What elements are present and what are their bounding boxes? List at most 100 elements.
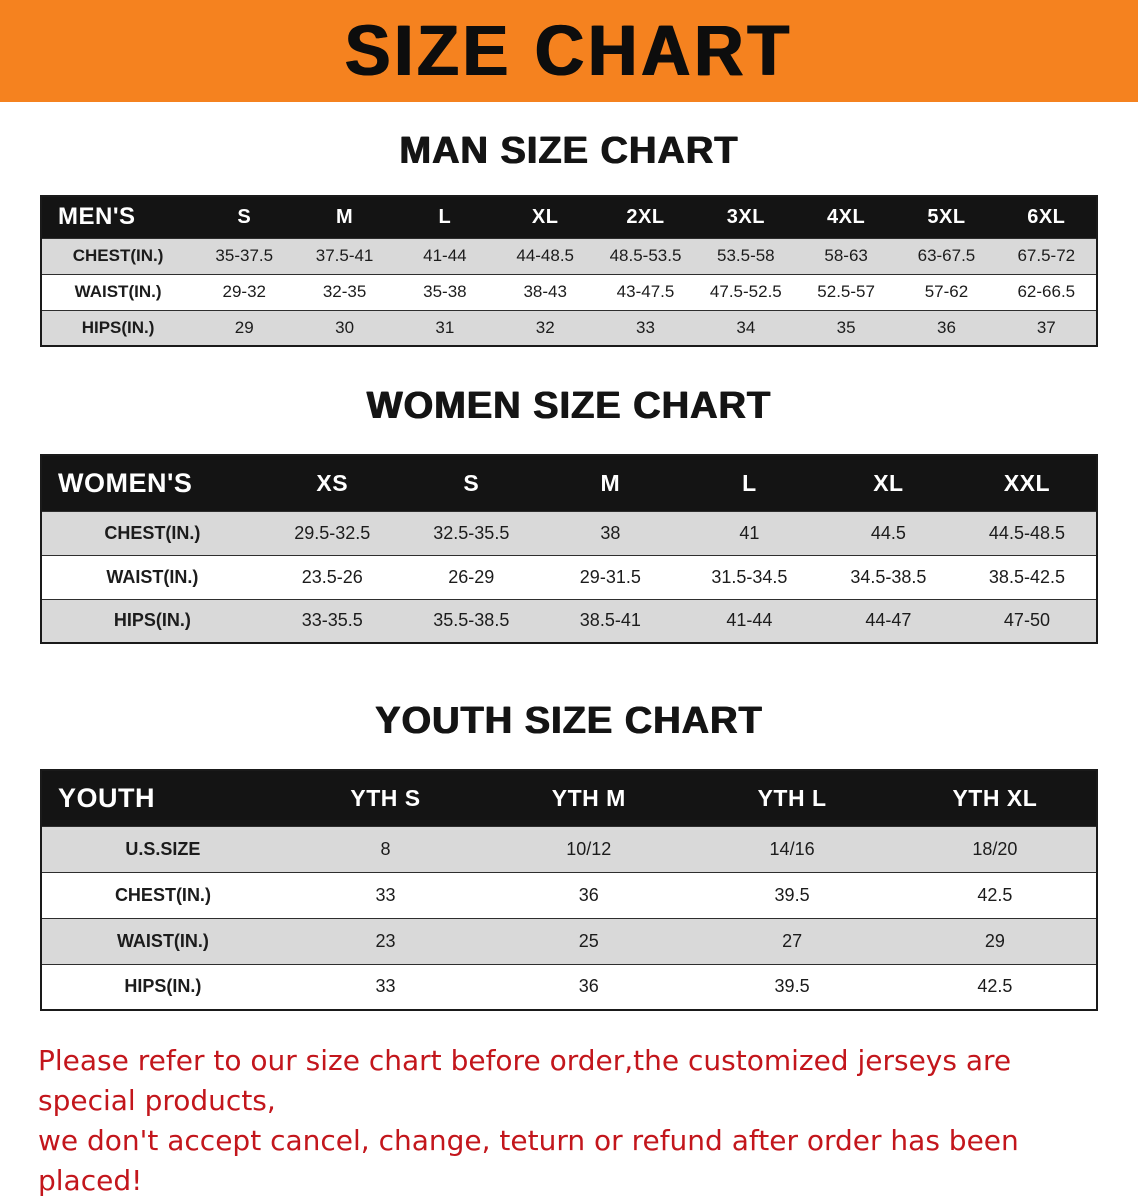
size-column-header: 6XL: [996, 196, 1097, 238]
size-value: 27: [690, 917, 894, 964]
size-column-header: 4XL: [795, 196, 897, 238]
size-value: 43-47.5: [595, 273, 696, 310]
size-value: 8: [283, 825, 488, 872]
table-row: HIPS(IN.) 33 36 39.5 42.5: [41, 963, 1097, 1010]
youth-size-section: YOUTH SIZE CHART YOUTH YTH S YTH M YTH L YTH…: [0, 700, 1138, 1011]
size-value: 31.5-34.5: [679, 554, 819, 599]
size-value: 33: [283, 963, 488, 1010]
disclaimer-line-1: Please refer to our size chart before or…: [38, 1044, 1012, 1117]
size-column-header: S: [401, 455, 541, 511]
size-value: 26-29: [401, 554, 541, 599]
disclaimer-line-2: we don't accept cancel, change, teturn o…: [38, 1124, 1019, 1197]
size-value: 31: [394, 309, 496, 346]
row-label: CHEST(IN.): [41, 871, 284, 918]
size-value: 35-37.5: [194, 237, 295, 274]
size-value: 37: [996, 309, 1097, 346]
size-column-header: YTH XL: [893, 770, 1097, 826]
table-corner-label: WOMEN'S: [41, 455, 263, 511]
row-label: CHEST(IN.): [41, 510, 263, 555]
size-value: 44.5: [818, 510, 958, 555]
size-value: 35: [795, 309, 897, 346]
size-value: 23.5-26: [262, 554, 402, 599]
table-row: HIPS(IN.) 29 30 31 32 33 34 35 36 37: [41, 309, 1097, 346]
size-column-header: 2XL: [595, 196, 696, 238]
size-column-header: YTH L: [690, 770, 894, 826]
size-column-header: L: [679, 455, 819, 511]
table-row: CHEST(IN.) 33 36 39.5 42.5: [41, 871, 1097, 918]
size-value: 32-35: [294, 273, 395, 310]
size-value: 29: [893, 917, 1097, 964]
size-value: 42.5: [893, 871, 1097, 918]
women-section-heading: WOMEN SIZE CHART: [366, 385, 772, 427]
size-value: 62-66.5: [996, 273, 1097, 310]
page-title: SIZE CHART: [345, 11, 793, 91]
size-value: 41-44: [679, 598, 819, 643]
size-value: 36: [487, 963, 691, 1010]
men-size-section: MAN SIZE CHART MEN'S S M L XL 2XL 3XL 4XL 5XL 6XL…: [0, 130, 1138, 347]
table-header-row: YOUTH YTH S YTH M YTH L YTH XL: [41, 770, 1097, 826]
row-label: HIPS(IN.): [41, 963, 284, 1010]
size-value: 23: [283, 917, 488, 964]
size-column-header: M: [540, 455, 680, 511]
row-label: HIPS(IN.): [41, 309, 195, 346]
size-value: 39.5: [690, 871, 894, 918]
table-row: U.S.SIZE 8 10/12 14/16 18/20: [41, 825, 1097, 872]
size-value: 63-67.5: [896, 237, 997, 274]
women-size-table: WOMEN'S XS S M L XL XXL CHEST(IN.) 29.5-32.5 32.5…: [40, 454, 1098, 644]
size-value: 44-47: [818, 598, 958, 643]
table-corner-label: MEN'S: [41, 196, 195, 238]
men-size-table: MEN'S S M L XL 2XL 3XL 4XL 5XL 6XL CHEST(IN.) 35-37…: [40, 195, 1098, 347]
size-value: 32.5-35.5: [401, 510, 541, 555]
size-value: 35-38: [394, 273, 496, 310]
size-value: 41-44: [394, 237, 496, 274]
size-column-header: XL: [818, 455, 958, 511]
size-value: 32: [495, 309, 596, 346]
size-column-header: M: [294, 196, 395, 238]
size-value: 34: [695, 309, 796, 346]
size-column-header: XL: [495, 196, 596, 238]
size-column-header: YTH S: [283, 770, 488, 826]
size-value: 14/16: [690, 825, 894, 872]
table-row: CHEST(IN.) 35-37.5 37.5-41 41-44 44-48.5 48.5…: [41, 237, 1097, 274]
size-value: 52.5-57: [795, 273, 897, 310]
table-row: HIPS(IN.) 33-35.5 35.5-38.5 38.5-41 41-44 44-…: [41, 598, 1097, 643]
size-value: 47.5-52.5: [695, 273, 796, 310]
size-column-header: 3XL: [695, 196, 796, 238]
size-value: 37.5-41: [294, 237, 395, 274]
table-corner-label: YOUTH: [41, 770, 284, 826]
size-column-header: XXL: [957, 455, 1097, 511]
women-size-section: WOMEN SIZE CHART WOMEN'S XS S M L XL XXL CHEST(…: [0, 385, 1138, 644]
size-value: 29.5-32.5: [262, 510, 402, 555]
size-chart-banner: SIZE CHART: [0, 0, 1138, 102]
size-value: 30: [294, 309, 395, 346]
table-row: WAIST(IN.) 29-32 32-35 35-38 38-43 43-47.5 47.…: [41, 273, 1097, 310]
row-label: WAIST(IN.): [41, 273, 195, 310]
row-label: U.S.SIZE: [41, 825, 284, 872]
size-value: 38: [540, 510, 680, 555]
men-section-heading: MAN SIZE CHART: [399, 130, 739, 172]
size-value: 10/12: [487, 825, 691, 872]
size-value: 34.5-38.5: [818, 554, 958, 599]
size-value: 29-31.5: [540, 554, 680, 599]
size-value: 57-62: [896, 273, 997, 310]
size-value: 39.5: [690, 963, 894, 1010]
size-value: 67.5-72: [996, 237, 1097, 274]
row-label: CHEST(IN.): [41, 237, 195, 274]
youth-size-table: YOUTH YTH S YTH M YTH L YTH XL U.S.SIZE 8 10/12…: [40, 769, 1098, 1011]
youth-section-heading: YOUTH SIZE CHART: [375, 700, 763, 742]
table-header-row: WOMEN'S XS S M L XL XXL: [41, 455, 1097, 511]
size-value: 42.5: [893, 963, 1097, 1010]
table-row: WAIST(IN.) 23 25 27 29: [41, 917, 1097, 964]
size-value: 38.5-42.5: [957, 554, 1097, 599]
size-column-header: S: [194, 196, 295, 238]
table-header-row: MEN'S S M L XL 2XL 3XL 4XL 5XL 6XL: [41, 196, 1097, 238]
size-value: 44.5-48.5: [957, 510, 1097, 555]
size-value: 29-32: [194, 273, 295, 310]
size-value: 33: [283, 871, 488, 918]
size-value: 38-43: [495, 273, 596, 310]
disclaimer: Please refer to our size chart before or…: [0, 1041, 1138, 1201]
size-value: 25: [487, 917, 691, 964]
size-value: 48.5-53.5: [595, 237, 696, 274]
row-label: HIPS(IN.): [41, 598, 263, 643]
size-value: 18/20: [893, 825, 1097, 872]
